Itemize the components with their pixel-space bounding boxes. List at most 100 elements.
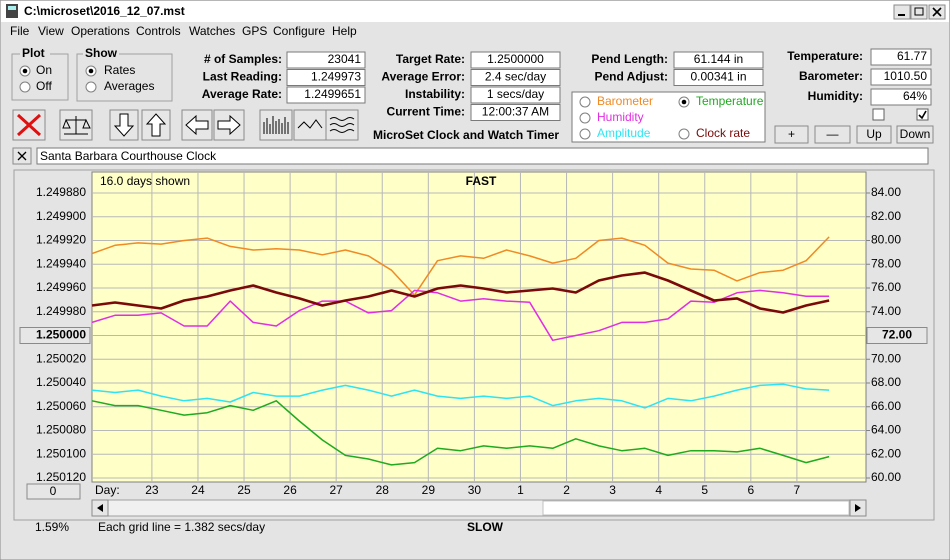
minimize-button[interactable] [893, 4, 911, 20]
adjust-button[interactable] [856, 125, 892, 144]
radio-button[interactable] [19, 81, 31, 93]
radio-dot [88, 68, 94, 74]
x-tick-label: 7 [794, 483, 801, 497]
clock-name-field[interactable] [36, 147, 929, 165]
field-value: 1.2500000 [487, 52, 544, 66]
maximize-button[interactable] [910, 4, 928, 20]
offset-button[interactable] [26, 483, 81, 500]
y2-tick-label: 68.00 [871, 375, 901, 389]
menu-item[interactable]: GPS [242, 24, 267, 38]
field-label: Average Rate: [202, 87, 282, 101]
menu-item[interactable]: Controls [136, 24, 181, 38]
y2-tick-label: 82.00 [871, 209, 901, 223]
menu-item[interactable]: Help [332, 24, 357, 38]
close-icon [932, 7, 942, 17]
show-group-title: Show [85, 46, 118, 60]
field-label: Average Error: [381, 70, 465, 84]
y-tick-label: 1.250120 [36, 470, 86, 484]
x-tick-label: 30 [468, 483, 482, 497]
title-bar [1, 1, 949, 22]
app-name: MicroSet Clock and Watch Timer [373, 128, 559, 142]
menu-item[interactable]: View [38, 24, 64, 38]
group-label-bg [83, 47, 119, 60]
radio-button[interactable] [85, 81, 97, 93]
field-value: 61.77 [897, 49, 927, 63]
checkbox[interactable] [916, 108, 929, 121]
radio-button[interactable] [579, 96, 591, 108]
x-tick-label: 2 [563, 483, 570, 497]
x-tick-label: 24 [191, 483, 205, 497]
menu-item[interactable]: File [10, 24, 30, 38]
up-arrow [145, 113, 167, 137]
field-label: Temperature: [787, 49, 863, 63]
field-value: 61.144 in [694, 52, 743, 66]
menu-item[interactable]: Configure [273, 24, 325, 38]
x-tick-label: 25 [237, 483, 251, 497]
legend-label: Humidity [597, 110, 644, 124]
radio-dot [22, 68, 28, 74]
balance-icon [62, 116, 91, 135]
field-value: 1.249973 [311, 70, 361, 84]
checkbox[interactable] [872, 108, 885, 121]
x-axis-label: Day: [95, 483, 120, 497]
multi-wave-button[interactable] [325, 109, 359, 141]
x-tick-label: 3 [609, 483, 616, 497]
y-tick-label: 1.249980 [36, 304, 86, 318]
series-line [91, 400, 830, 466]
y-tick-label: 1.249900 [36, 209, 86, 223]
scroll-thumb[interactable] [542, 500, 850, 516]
slow-label: SLOW [467, 520, 504, 534]
radio-button[interactable] [678, 128, 690, 140]
radio-button[interactable] [579, 128, 591, 140]
tick-button[interactable] [19, 327, 91, 344]
y2-tick-label: 76.00 [871, 280, 901, 294]
legend-label: Clock rate [696, 126, 750, 140]
y-tick-label: 1.249920 [36, 233, 86, 247]
adjust-button[interactable] [814, 125, 851, 144]
field-value: 2.4 sec/day [485, 70, 546, 84]
field-label: Humidity: [808, 89, 863, 103]
adjust-button[interactable] [896, 125, 934, 144]
left-arrow [185, 114, 209, 136]
field-box [470, 69, 561, 86]
adjust-button-label: Down [900, 127, 931, 141]
menu-item[interactable]: Operations [71, 24, 130, 38]
y-tick-label: 1.249940 [36, 256, 86, 270]
toolbar [12, 109, 359, 141]
wave-button[interactable] [293, 109, 327, 141]
field-box [470, 51, 561, 69]
window-controls [893, 4, 946, 20]
stop-icon [16, 113, 42, 137]
tick-button[interactable] [866, 327, 928, 344]
y2-tick-label: 62.00 [871, 446, 901, 460]
right-arrow [217, 114, 241, 136]
radio-label: Averages [104, 79, 154, 93]
field-box [286, 69, 366, 86]
y-tick-label: 1.249960 [36, 280, 86, 294]
x-tick-label: 28 [376, 483, 390, 497]
x-tick-label: 27 [329, 483, 343, 497]
field-box [673, 69, 764, 86]
y2-tick-label: 78.00 [871, 256, 901, 270]
field-box [673, 51, 764, 69]
field-label: Last Reading: [203, 70, 282, 84]
radio-button[interactable] [579, 112, 591, 124]
legend-label: Barometer [597, 94, 653, 108]
y-tick-label: 1.250020 [36, 351, 86, 365]
field-label: Instability: [405, 87, 465, 101]
span-label: 16.0 days shown [100, 174, 190, 188]
y-tick-label: 1.250040 [36, 375, 86, 389]
x-tick-label: 23 [145, 483, 159, 497]
y2-tick-label: 64.00 [871, 423, 901, 437]
series-line [91, 271, 830, 314]
series-lines [91, 236, 830, 466]
adjust-button[interactable] [774, 125, 809, 144]
series-line [91, 383, 830, 409]
field-box [470, 86, 561, 104]
field-value: 23041 [328, 52, 362, 66]
window-title: C:\microset\2016_12_07.mst [24, 4, 185, 18]
field-box [870, 68, 932, 86]
y2-tick-label: 70.00 [871, 351, 901, 365]
menu-item[interactable]: Watches [189, 24, 235, 38]
x-tick-label: 6 [747, 483, 754, 497]
